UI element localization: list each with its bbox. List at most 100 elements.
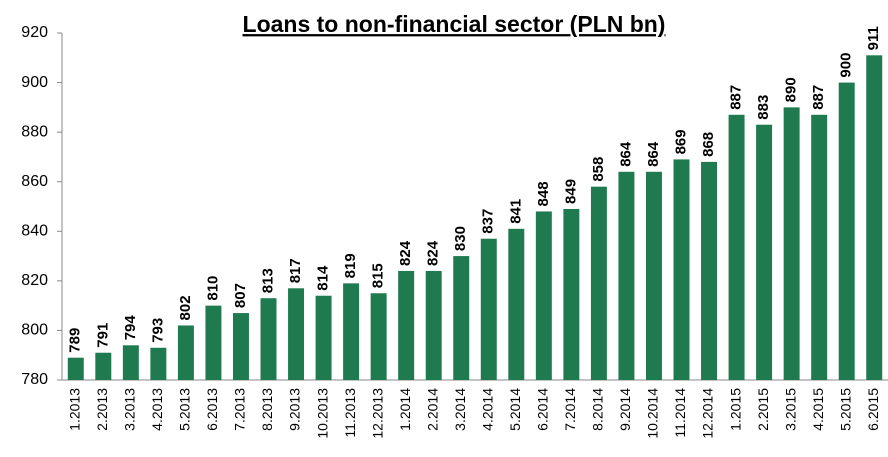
value-label: 817 <box>287 258 304 283</box>
value-label: 887 <box>728 85 745 110</box>
value-label: 814 <box>315 265 332 291</box>
x-tick-label: 6.2013 <box>204 388 220 431</box>
value-label: 813 <box>259 268 276 293</box>
x-tick-label: 1.2014 <box>397 388 413 431</box>
value-label: 849 <box>562 179 579 204</box>
x-tick-label: 3.2014 <box>452 388 468 431</box>
bar <box>150 347 167 380</box>
x-tick-label: 1.2015 <box>727 388 743 431</box>
value-label: 807 <box>232 283 249 308</box>
x-tick-label: 3.2015 <box>782 388 798 431</box>
x-tick-label: 12.2013 <box>369 388 385 439</box>
value-label: 837 <box>480 209 497 234</box>
value-label: 815 <box>370 263 387 288</box>
x-tick-label: 5.2014 <box>507 388 523 431</box>
bar <box>728 114 745 381</box>
bar <box>783 107 800 380</box>
value-label: 869 <box>672 129 689 154</box>
value-label: 890 <box>783 77 800 102</box>
bar <box>590 186 607 380</box>
x-tick-label: 2.2015 <box>755 388 771 431</box>
bar <box>756 124 773 380</box>
x-tick-label: 3.2013 <box>122 388 138 431</box>
bar <box>67 357 84 380</box>
value-label: 824 <box>425 240 442 266</box>
bar <box>701 161 718 380</box>
y-tick-label: 860 <box>21 173 48 190</box>
bar <box>177 325 194 380</box>
bar <box>315 295 332 380</box>
value-label: 789 <box>67 328 84 353</box>
x-tick-label: 2.2014 <box>424 388 440 431</box>
y-tick-label: 900 <box>21 74 48 91</box>
y-tick-label: 780 <box>21 371 48 388</box>
value-label: 824 <box>397 240 414 266</box>
value-label: 802 <box>177 295 194 320</box>
bar <box>425 270 442 380</box>
y-tick-label: 800 <box>21 322 48 339</box>
x-tick-label: 5.2015 <box>837 388 853 431</box>
bar <box>480 238 497 380</box>
y-tick-label: 880 <box>21 123 48 140</box>
value-label: 911 <box>865 26 882 50</box>
bar <box>288 288 305 380</box>
y-tick-label: 820 <box>21 272 48 289</box>
bar <box>232 313 249 380</box>
bar <box>508 228 525 380</box>
x-tick-label: 11.2014 <box>672 388 688 438</box>
value-label: 887 <box>810 85 827 110</box>
chart-title: Loans to non-financial sector (PLN bn) <box>243 11 666 37</box>
x-tick-label: 5.2013 <box>177 388 193 431</box>
x-tick-label: 1.2013 <box>66 388 82 431</box>
bar <box>122 345 139 380</box>
bar <box>673 159 690 380</box>
value-label: 810 <box>204 276 221 301</box>
x-tick-label: 4.2013 <box>149 388 165 431</box>
x-tick-label: 8.2013 <box>259 388 275 431</box>
value-label: 900 <box>838 53 855 78</box>
bar <box>618 171 635 380</box>
x-tick-label: 4.2015 <box>810 388 826 431</box>
x-tick-label: 10.2014 <box>645 388 661 439</box>
value-label: 793 <box>149 318 166 343</box>
x-tick-label: 6.2015 <box>865 388 881 431</box>
value-label: 864 <box>645 141 662 167</box>
bar <box>398 270 415 380</box>
x-tick-label: 10.2013 <box>314 388 330 439</box>
value-label: 848 <box>535 181 552 206</box>
value-label: 864 <box>617 141 634 167</box>
x-tick-label: 12.2014 <box>700 388 716 439</box>
bar <box>866 55 883 381</box>
value-label: 794 <box>122 315 139 341</box>
value-label: 791 <box>94 323 111 348</box>
bar <box>370 293 387 380</box>
value-label: 819 <box>342 253 359 278</box>
bar <box>260 298 277 380</box>
bar <box>563 208 580 380</box>
y-tick-label: 920 <box>21 24 48 41</box>
bar <box>95 352 112 380</box>
value-label: 830 <box>452 226 469 251</box>
x-tick-label: 9.2013 <box>287 388 303 431</box>
value-label: 868 <box>700 132 717 157</box>
value-label: 883 <box>755 95 772 120</box>
x-tick-label: 6.2014 <box>535 388 551 431</box>
x-tick-label: 2.2013 <box>94 388 110 431</box>
bar <box>811 114 828 381</box>
bar <box>205 305 222 380</box>
y-tick-label: 840 <box>21 223 48 240</box>
bar <box>645 171 662 380</box>
bar <box>453 256 470 380</box>
value-label: 858 <box>590 157 607 182</box>
bar <box>838 82 855 381</box>
x-tick-label: 7.2013 <box>232 388 248 431</box>
x-tick-label: 11.2013 <box>342 388 358 438</box>
bar <box>343 283 360 380</box>
x-tick-label: 9.2014 <box>617 388 633 431</box>
bar <box>535 211 552 380</box>
x-tick-label: 8.2014 <box>590 388 606 431</box>
x-tick-label: 7.2014 <box>562 388 578 431</box>
value-label: 841 <box>507 199 524 224</box>
x-tick-label: 4.2014 <box>479 388 495 431</box>
